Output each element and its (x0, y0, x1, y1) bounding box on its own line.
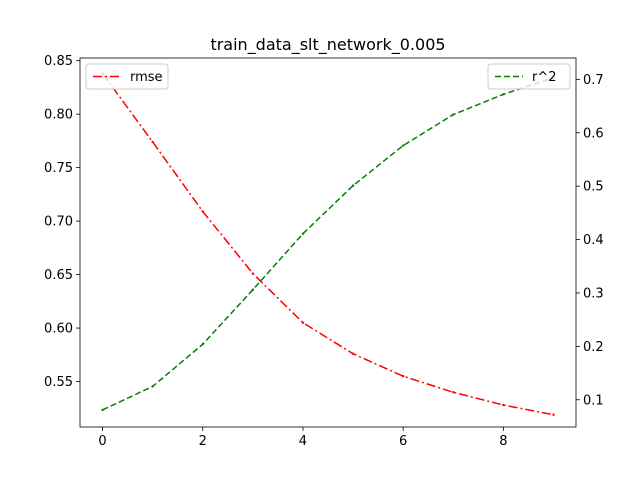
x-tick-label: 4 (299, 434, 307, 449)
data-point (251, 288, 255, 291)
data-point (351, 184, 355, 187)
y-left-tick-label: 0.85 (44, 54, 73, 69)
y-left-tick-label: 0.80 (44, 108, 73, 123)
data-point (552, 413, 555, 416)
x-tick-label: 6 (399, 434, 407, 449)
legend-label: r^2 (532, 70, 557, 85)
y-left-tick-label: 0.70 (44, 215, 73, 230)
data-point (401, 374, 405, 378)
x-tick-label: 8 (499, 434, 507, 449)
legend-box (487, 63, 571, 90)
y-right-tick-label: 0.3 (583, 286, 604, 301)
data-point (301, 232, 305, 235)
y-right-tick-label: 0.7 (583, 73, 604, 88)
data-point (301, 321, 305, 324)
data-point (502, 403, 505, 407)
data-point (151, 385, 154, 388)
legend-label: rmse (130, 70, 163, 85)
y-right-tick-label: 0.4 (583, 233, 604, 248)
plot-area: 0 2 4 6 8 0.55 0.60 0.65 0.70 0.75 0.80 0.85 0.1 0.2 0… (44, 54, 604, 449)
data-point (452, 391, 455, 394)
y-right-tick-label: 0.2 (583, 340, 604, 355)
y-left-tick-label: 0.60 (44, 322, 73, 337)
y-right-tick-label: 0.5 (583, 180, 604, 195)
data-point (452, 113, 455, 116)
series-line-r2 (102, 77, 554, 411)
x-tick-label: 0 (98, 434, 106, 449)
data-point (502, 93, 505, 96)
series-line-rmse (101, 73, 554, 416)
axes-frame (79, 57, 577, 428)
x-tick-label: 2 (199, 434, 207, 449)
data-point (201, 210, 204, 213)
y-right-tick-label: 0.1 (583, 393, 604, 408)
data-point (201, 343, 204, 346)
y-right-tick-label: 0.6 (583, 126, 604, 141)
data-point (351, 352, 355, 355)
y-left-tick-label: 0.75 (44, 161, 73, 176)
data-point (251, 272, 255, 275)
data-point (401, 144, 405, 147)
legend-box (85, 63, 169, 90)
chart-title: train_data_slt_network_0.005 (210, 35, 445, 55)
data-point (101, 408, 104, 412)
y-left-tick-label: 0.55 (44, 375, 73, 390)
data-point (151, 140, 154, 144)
y-left-tick-label: 0.65 (44, 268, 73, 283)
